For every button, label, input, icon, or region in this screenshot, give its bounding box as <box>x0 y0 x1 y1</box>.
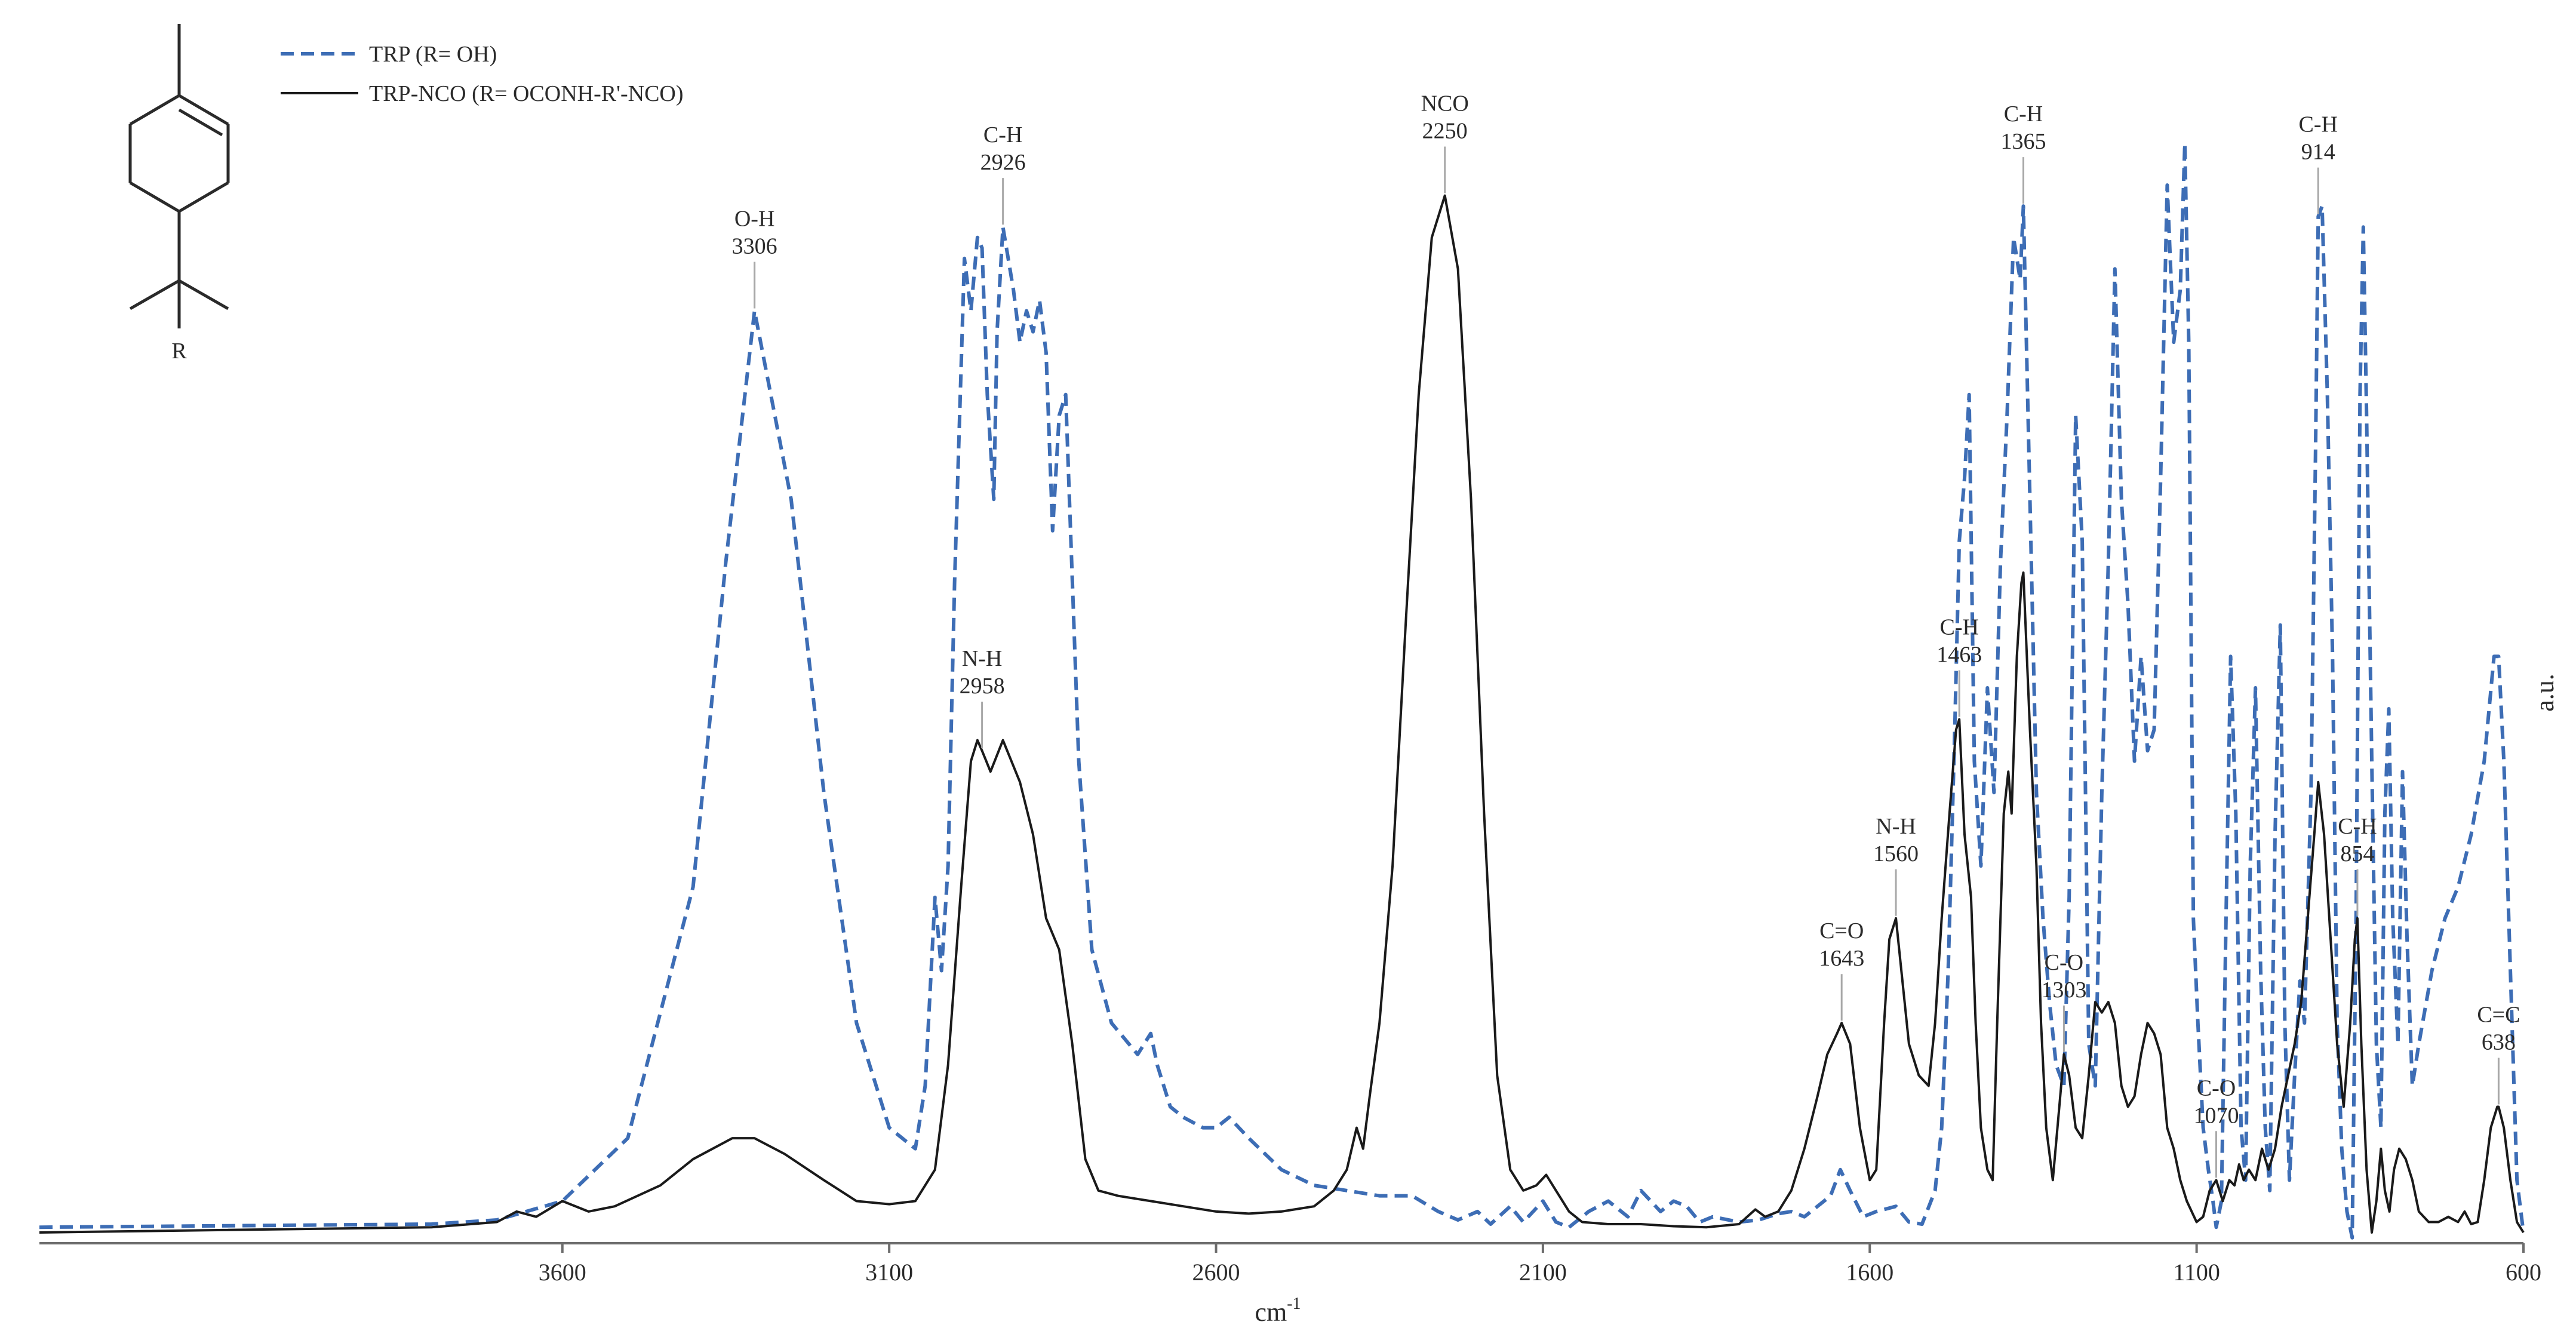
peak-annotations: O-H3306N-H2958C-H2926NCO2250C=O1643N-H15… <box>732 91 2520 1178</box>
annotation-wavenumber: 854 <box>2340 841 2374 866</box>
x-tick-label: 3100 <box>865 1259 913 1286</box>
x-tick-label: 1600 <box>1846 1259 1893 1286</box>
annotation-wavenumber: 1365 <box>2001 129 2046 154</box>
x-tick-label: 600 <box>2506 1259 2541 1286</box>
peak-annotation-c-o-1303: C-O 1303 <box>2041 950 2086 1052</box>
annotation-group-label: O-H <box>734 206 775 231</box>
peak-annotation-c-o-1643: C=O 1643 <box>1819 918 1864 1021</box>
annotation-wavenumber: 1303 <box>2041 978 2086 1003</box>
annotation-wavenumber: 1070 <box>2193 1103 2239 1128</box>
legend: TRP (R= OH) TRP-NCO (R= OCONH-R'-NCO) <box>281 42 684 106</box>
annotation-group-label: C-H <box>983 122 1022 147</box>
x-axis-title-unit: cm <box>1255 1298 1287 1327</box>
annotation-group-label: C-O <box>2045 950 2083 975</box>
legend-label-trp-nco: TRP-NCO (R= OCONH-R'-NCO) <box>369 81 684 106</box>
series-line-trp <box>39 141 2525 1240</box>
peak-annotation-c-h-2926: C-H 2926 <box>980 122 1026 225</box>
annotation-wavenumber: 914 <box>2301 140 2335 165</box>
series-line-trp-nco <box>39 194 2525 1234</box>
annotation-wavenumber: 638 <box>2482 1030 2516 1055</box>
annotation-wavenumber: 1463 <box>1936 643 1982 668</box>
peak-annotation-nco: NCO 2250 <box>1421 91 1469 193</box>
annotation-wavenumber: 2926 <box>980 150 1026 175</box>
x-tick-label: 3600 <box>539 1259 586 1286</box>
annotation-group-label: N-H <box>962 646 1003 671</box>
peak-annotation-c-h-1463: C-H 1463 <box>1936 615 1982 717</box>
annotation-wavenumber: 1560 <box>1873 841 1919 866</box>
annotation-group-label: NCO <box>1421 91 1469 116</box>
annotation-wavenumber: 3306 <box>732 233 777 259</box>
x-tick-label: 1100 <box>2173 1259 2220 1286</box>
x-axis-title: cm-1 <box>1255 1295 1301 1327</box>
annotation-wavenumber: 2958 <box>960 674 1005 699</box>
annotation-group-label: C-O <box>2197 1075 2236 1101</box>
annotation-group-label: C-H <box>2299 112 2338 137</box>
annotation-group-label: C=C <box>2477 1003 2520 1028</box>
annotation-wavenumber: 2250 <box>1422 119 1468 144</box>
molecule-structure <box>128 24 230 328</box>
annotation-group-label: C=O <box>1819 918 1864 943</box>
annotation-group-label: N-H <box>1876 814 1916 839</box>
annotation-wavenumber: 1643 <box>1819 946 1864 971</box>
peak-annotation-n-h-2958: N-H 2958 <box>960 646 1005 749</box>
peak-annotation-c-h-914: C-H 914 <box>2299 112 2338 214</box>
legend-label-trp: TRP (R= OH) <box>369 42 497 67</box>
annotation-group-label: C-H <box>1940 615 1979 640</box>
annotation-group-label: C-H <box>2004 102 2043 127</box>
x-tick-label: 2600 <box>1192 1259 1240 1286</box>
substituent-label: R <box>171 339 187 364</box>
annotation-group-label: C-H <box>2338 814 2377 839</box>
y-axis-title: a.u. <box>2530 674 2559 712</box>
x-axis-title-exponent: -1 <box>1287 1295 1301 1313</box>
x-tick-label: 2100 <box>1519 1259 1567 1286</box>
x-axis-ticks: 3600 3100 2600 2100 1600 1100 600 <box>539 1243 2541 1286</box>
